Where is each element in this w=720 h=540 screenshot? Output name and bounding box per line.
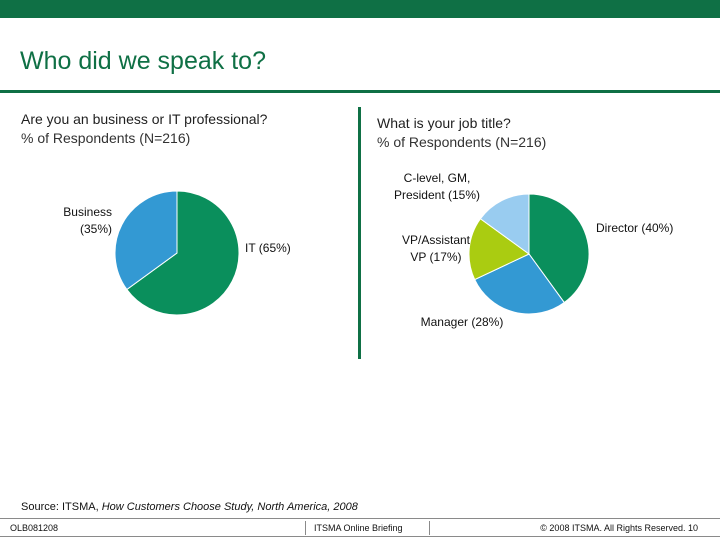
left-question-subtitle: % of Respondents (N=216) <box>21 130 191 146</box>
pie1-label-it: IT (65%) <box>245 241 291 255</box>
pie2-slice-manager <box>474 253 565 315</box>
footer-center-label: ITSMA Online Briefing <box>305 521 430 535</box>
right-question: What is your job title? % of Respondents… <box>377 114 546 152</box>
footer-bottom-line <box>0 536 720 537</box>
pie2-label-vp-assistant-vp: VP/Assistant VP (17%) <box>402 233 471 264</box>
pie2-label-director: Director (40%) <box>596 221 673 235</box>
source-study: How Customers Choose Study, North Americ… <box>101 501 358 513</box>
pie2-slice-vp-assistant-vp <box>468 218 530 281</box>
left-question: Are you an business or IT professional? … <box>21 110 267 148</box>
source-prefix: Source: ITSMA, <box>21 501 102 513</box>
source-note: Source: ITSMA, How Customers Choose Stud… <box>21 501 358 513</box>
pie2-label-c-level-gm-president: C-level, GM, President (15%) <box>394 171 480 202</box>
pie2-label-manager: Manager (28%) <box>421 315 504 329</box>
right-question-text: What is your job title? <box>377 115 511 131</box>
footer-top-line <box>0 518 720 519</box>
pie2-slice-c-level-gm-president <box>479 193 530 255</box>
pie2-slice-director <box>528 193 590 304</box>
top-banner <box>0 0 720 18</box>
section-divider <box>358 107 361 359</box>
pie1-slice-business <box>114 190 178 291</box>
footer-copyright: © 2008 ITSMA. All Rights Reserved. 10 <box>540 523 698 533</box>
right-question-subtitle: % of Respondents (N=216) <box>377 134 547 150</box>
title-rule <box>0 90 720 93</box>
pie1-label-business: Business (35%) <box>63 205 112 236</box>
footer-code: OLB081208 <box>10 523 59 533</box>
pie1-slice-it <box>126 190 240 316</box>
left-question-text: Are you an business or IT professional? <box>21 111 268 127</box>
slide-title: Who did we speak to? <box>20 47 266 75</box>
